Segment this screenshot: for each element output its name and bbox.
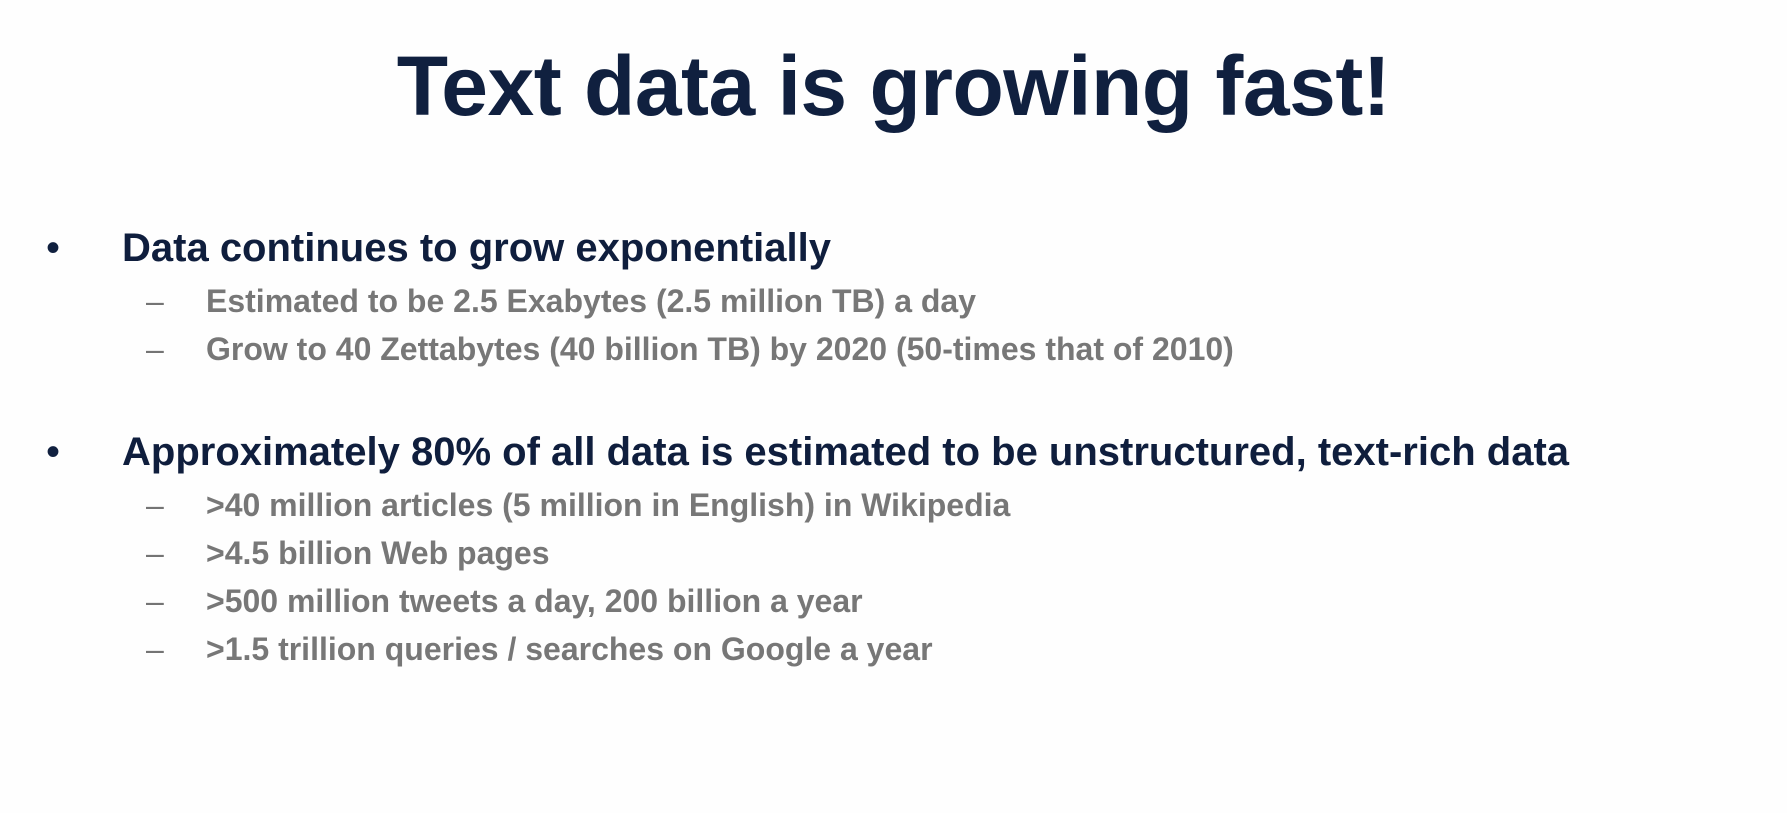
sub-bullet-text: >40 million articles (5 million in Engli… [206, 487, 1011, 523]
dash-marker: – [146, 487, 164, 523]
sub-bullet-text: >500 million tweets a day, 200 billion a… [206, 583, 863, 619]
sub-bullet-text: Grow to 40 Zettabytes (40 billion TB) by… [206, 331, 1234, 367]
dash-marker: – [146, 283, 164, 319]
bullet-marker: • [46, 430, 61, 474]
sub-bullet-row: – Grow to 40 Zettabytes (40 billion TB) … [46, 326, 1767, 374]
main-bullet-row: • Data continues to grow exponentially [46, 222, 1767, 278]
sub-bullet-row: – >40 million articles (5 million in Eng… [46, 482, 1767, 530]
sub-bullet-text: Estimated to be 2.5 Exabytes (2.5 millio… [206, 283, 977, 319]
dash-marker: – [146, 583, 164, 619]
bullet-group: • Data continues to grow exponentially –… [46, 222, 1767, 374]
sub-bullet-list: – >40 million articles (5 million in Eng… [46, 482, 1767, 674]
dash-marker: – [146, 331, 164, 367]
bullet-group: • Approximately 80% of all data is estim… [46, 426, 1767, 674]
slide-title: Text data is growing fast! [396, 39, 1391, 133]
dash-marker: – [146, 535, 164, 571]
sub-bullet-text: >1.5 trillion queries / searches on Goog… [206, 631, 933, 667]
sub-bullet-row: – >500 million tweets a day, 200 billion… [46, 578, 1767, 626]
main-bullet-row: • Approximately 80% of all data is estim… [46, 426, 1767, 482]
dash-marker: – [146, 631, 164, 667]
main-bullet-text: Approximately 80% of all data is estimat… [122, 430, 1570, 474]
sub-bullet-row: – >1.5 trillion queries / searches on Go… [46, 626, 1767, 674]
sub-bullet-text: >4.5 billion Web pages [206, 535, 550, 571]
main-bullet-text: Data continues to grow exponentially [122, 226, 831, 270]
sub-bullet-list: – Estimated to be 2.5 Exabytes (2.5 mill… [46, 278, 1767, 374]
bullet-marker: • [46, 226, 61, 270]
sub-bullet-row: – >4.5 billion Web pages [46, 530, 1767, 578]
sub-bullet-row: – Estimated to be 2.5 Exabytes (2.5 mill… [46, 278, 1767, 326]
